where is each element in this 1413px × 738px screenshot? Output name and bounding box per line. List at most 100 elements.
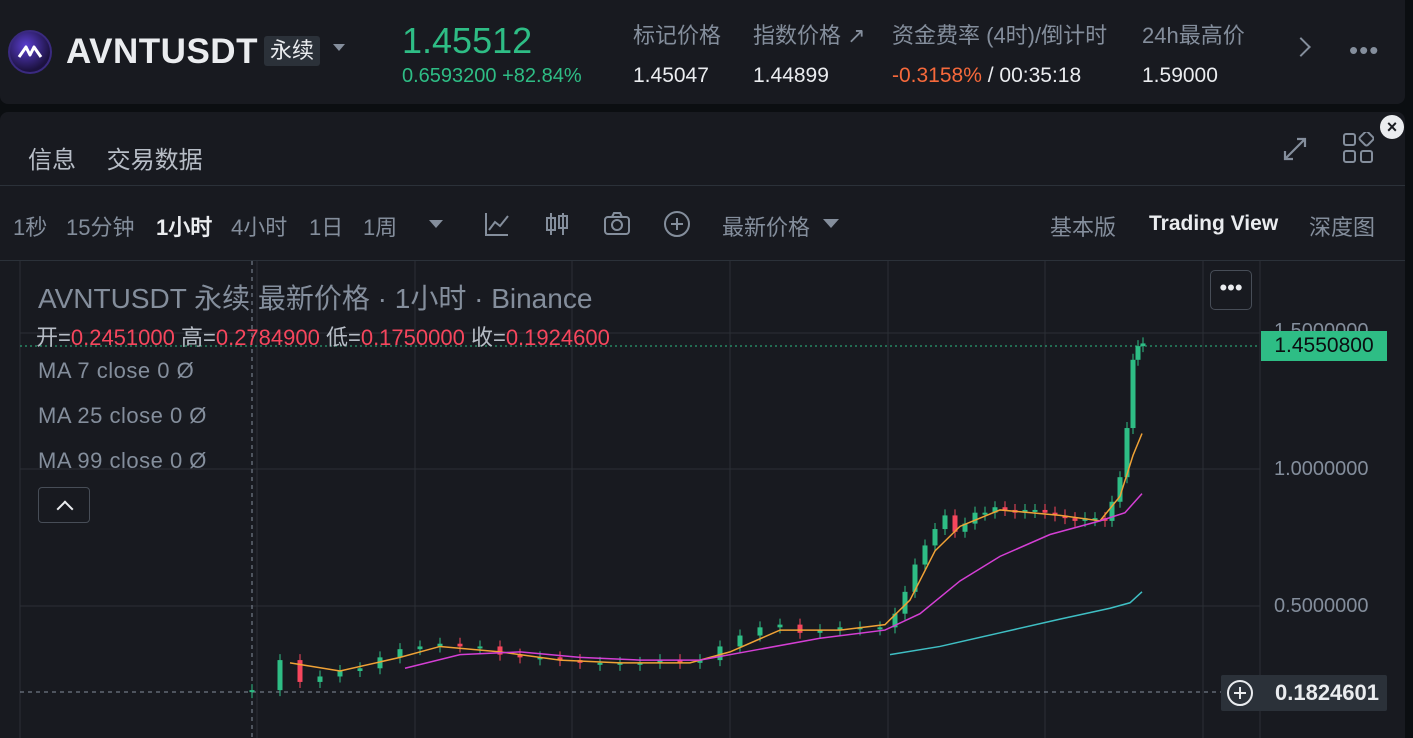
symbol-dropdown-icon[interactable] bbox=[333, 44, 345, 51]
price-type-select[interactable]: 最新价格 bbox=[722, 215, 811, 240]
candle bbox=[757, 627, 763, 636]
interval-15m[interactable]: 15分钟 bbox=[66, 215, 135, 240]
chart-more-button[interactable]: ••• bbox=[1210, 270, 1252, 310]
contract-type-badge: 永续 bbox=[264, 36, 321, 66]
funding-countdown: 00:35:18 bbox=[999, 64, 1082, 87]
index-price-stat[interactable]: 指数价格 ↗ 1.44899 bbox=[753, 18, 866, 88]
chevron-right-icon[interactable] bbox=[1291, 37, 1311, 57]
crosshair-value: 0.1824601 bbox=[1275, 680, 1379, 705]
ma7-legend[interactable]: MA 7 close 0 Ø bbox=[38, 358, 195, 383]
candle bbox=[497, 646, 503, 655]
interval-1w[interactable]: 1周 bbox=[363, 215, 398, 240]
candle bbox=[297, 660, 303, 682]
collapse-legend-button[interactable] bbox=[38, 487, 90, 523]
candle bbox=[972, 512, 978, 524]
candle bbox=[1032, 509, 1038, 512]
tab-info[interactable]: 信息 bbox=[28, 147, 76, 174]
chart-panel bbox=[0, 112, 1405, 738]
last-price: 1.45512 bbox=[402, 20, 533, 61]
high-label: 高= bbox=[180, 325, 216, 350]
candle bbox=[437, 643, 443, 647]
view-depth[interactable]: 深度图 bbox=[1309, 215, 1376, 240]
ma25-legend[interactable]: MA 25 close 0 Ø bbox=[38, 403, 207, 428]
candle bbox=[557, 657, 563, 661]
interval-1h[interactable]: 1小时 bbox=[156, 215, 213, 240]
candle bbox=[1052, 512, 1058, 516]
candle bbox=[777, 624, 783, 628]
interval-dropdown-icon[interactable] bbox=[428, 219, 444, 229]
interval-1d[interactable]: 1日 bbox=[309, 215, 344, 240]
candle bbox=[357, 668, 363, 672]
candle bbox=[397, 649, 403, 658]
candle bbox=[517, 654, 523, 658]
candle bbox=[1109, 501, 1115, 521]
ma99-line bbox=[889, 591, 1143, 656]
index-price-value: 1.44899 bbox=[753, 64, 829, 87]
ma7-line bbox=[289, 433, 1143, 672]
price-change: 0.6593200 +82.84% bbox=[402, 65, 582, 88]
candle bbox=[952, 515, 958, 532]
add-alert-icon[interactable] bbox=[1227, 680, 1253, 706]
candle bbox=[912, 564, 918, 592]
panel-tabs: 信息 交易数据 bbox=[28, 140, 227, 175]
symbol-name[interactable]: AVNTUSDT bbox=[66, 32, 258, 71]
add-circle-icon[interactable] bbox=[663, 210, 691, 238]
candle bbox=[249, 690, 255, 693]
layout-grid-icon[interactable] bbox=[1342, 132, 1374, 164]
y-tick: 1.0000000 bbox=[1274, 458, 1369, 480]
tab-trading-data[interactable]: 交易数据 bbox=[106, 147, 203, 174]
close-icon[interactable]: × bbox=[1380, 115, 1404, 139]
ma99-legend[interactable]: MA 99 close 0 Ø bbox=[38, 448, 207, 473]
low-value: 0.1750000 bbox=[360, 325, 465, 350]
candlestick-chart[interactable] bbox=[0, 261, 1413, 738]
grid bbox=[19, 261, 1261, 738]
funding-rate-label: 资金费率 (4时)/倒计时 bbox=[892, 23, 1108, 48]
candle bbox=[877, 627, 883, 630]
candle bbox=[1002, 507, 1008, 510]
funding-rate: -0.3158% bbox=[892, 64, 982, 87]
mark-price-value: 1.45047 bbox=[633, 64, 709, 87]
candle bbox=[717, 646, 723, 661]
divider bbox=[0, 185, 1405, 186]
high-24h-value: 1.59000 bbox=[1142, 64, 1218, 87]
y-tick: 1.5000000 bbox=[1274, 320, 1369, 333]
price-type-dropdown-icon[interactable] bbox=[822, 218, 840, 230]
open-label: 开= bbox=[36, 325, 71, 350]
y-tick: 0.5000000 bbox=[1274, 595, 1369, 617]
change-percent: +82.84% bbox=[502, 65, 582, 87]
candle-style-icon[interactable] bbox=[543, 210, 571, 238]
camera-icon[interactable] bbox=[603, 210, 631, 238]
change-absolute: 0.6593200 bbox=[402, 65, 497, 87]
view-tradingview[interactable]: Trading View bbox=[1149, 212, 1279, 235]
indicator-icon[interactable] bbox=[483, 210, 511, 238]
candle bbox=[1092, 518, 1098, 521]
avnt-logo-icon bbox=[8, 30, 52, 74]
interval-1s[interactable]: 1秒 bbox=[13, 215, 48, 240]
candle bbox=[1130, 359, 1136, 429]
ticker-header: AVNTUSDT 永续 1.45512 0.6593200 +82.84% 标记… bbox=[0, 0, 1405, 104]
candle bbox=[317, 676, 323, 682]
funding-rate-value: -0.3158% / 00:35:18 bbox=[892, 64, 1107, 88]
mark-price-label: 标记价格 bbox=[633, 23, 722, 48]
view-basic[interactable]: 基本版 bbox=[1050, 215, 1117, 240]
candle bbox=[337, 671, 343, 677]
funding-rate-stat: 资金费率 (4时)/倒计时 -0.3158% / 00:35:18 bbox=[892, 18, 1107, 88]
candle bbox=[1022, 509, 1028, 513]
ma25-line bbox=[404, 493, 1143, 670]
high-24h-stat: 24h最高价 1.59000 bbox=[1142, 18, 1245, 88]
candle bbox=[1135, 346, 1141, 360]
expand-icon[interactable] bbox=[1281, 135, 1309, 163]
interval-4h[interactable]: 4小时 bbox=[231, 215, 288, 240]
candle bbox=[377, 657, 383, 669]
chart-title: AVNTUSDT 永续 最新价格 · 1小时 · Binance bbox=[38, 283, 593, 314]
divider bbox=[0, 260, 1405, 261]
candle bbox=[597, 662, 603, 665]
candle bbox=[1117, 477, 1123, 502]
candle bbox=[817, 630, 823, 633]
candle bbox=[982, 512, 988, 515]
candle bbox=[942, 515, 948, 530]
crosshair-price[interactable]: 0.1824601 bbox=[1221, 675, 1387, 711]
candle bbox=[477, 646, 483, 649]
more-icon[interactable]: ••• bbox=[1349, 35, 1380, 65]
index-price-label[interactable]: 指数价格 ↗ bbox=[753, 23, 866, 48]
